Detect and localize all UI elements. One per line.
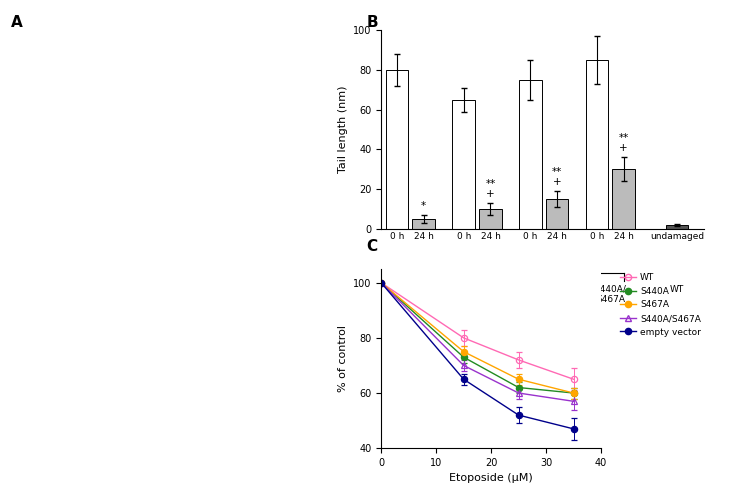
Bar — [452, 100, 475, 229]
Text: **: ** — [485, 179, 496, 189]
Bar — [519, 80, 542, 229]
Text: B: B — [366, 15, 378, 30]
Bar — [386, 70, 408, 229]
Text: +: + — [553, 177, 561, 187]
Text: WT: WT — [403, 285, 418, 294]
Text: +: + — [619, 143, 628, 153]
X-axis label: Etoposide (μM): Etoposide (μM) — [449, 474, 533, 484]
Bar — [546, 199, 568, 229]
Bar — [479, 209, 502, 229]
Y-axis label: Tail length (nm): Tail length (nm) — [337, 86, 347, 173]
Bar — [612, 169, 635, 229]
Y-axis label: % of control: % of control — [337, 325, 347, 392]
Text: +: + — [486, 189, 495, 199]
Text: A: A — [11, 15, 23, 30]
Text: S440A/
S467A: S440A/ S467A — [594, 285, 626, 304]
Bar — [413, 219, 435, 229]
Text: WT: WT — [670, 285, 684, 294]
Text: *: * — [421, 201, 427, 211]
Bar — [586, 60, 608, 229]
Text: **: ** — [552, 167, 562, 177]
Text: **: ** — [619, 133, 629, 143]
Legend: WT, S440A, S467A, S440A/S467A, empty vector: WT, S440A, S467A, S440A/S467A, empty vec… — [616, 270, 704, 340]
Bar — [666, 225, 688, 229]
Text: S467A: S467A — [529, 285, 559, 294]
Text: C: C — [366, 239, 377, 254]
Text: S440A: S440A — [463, 285, 492, 294]
